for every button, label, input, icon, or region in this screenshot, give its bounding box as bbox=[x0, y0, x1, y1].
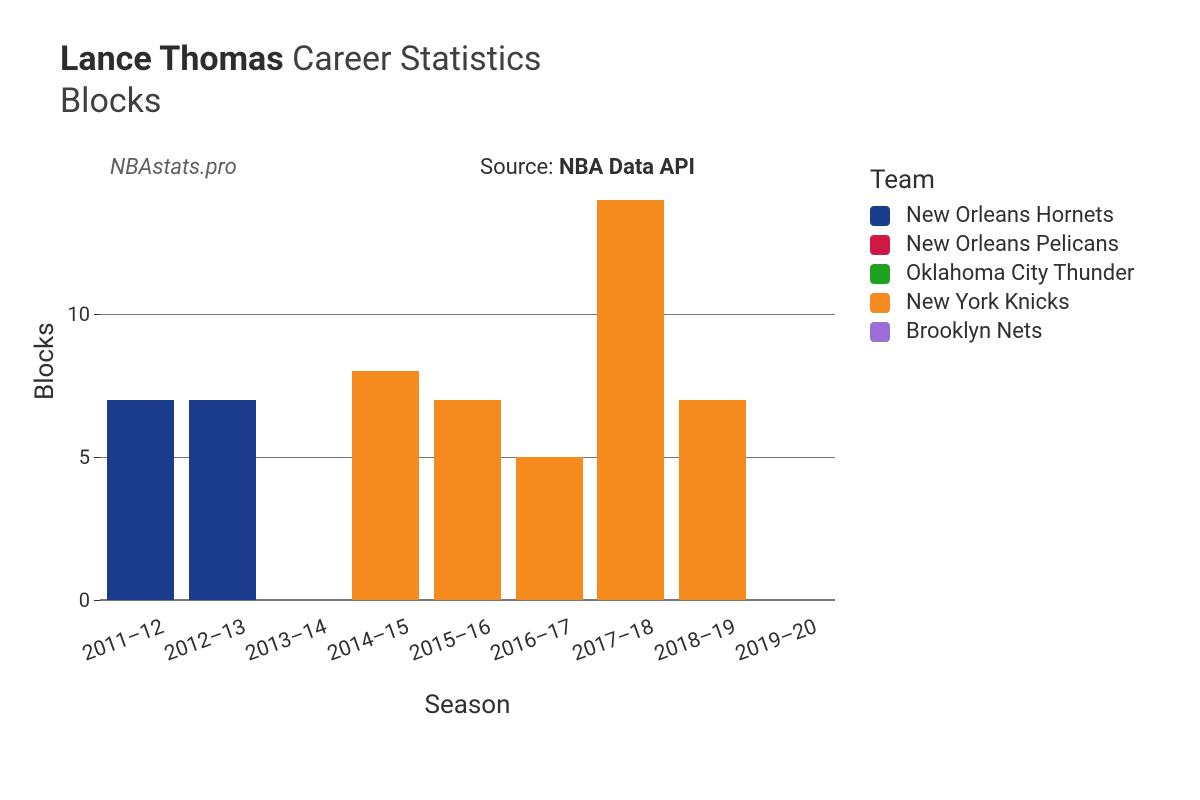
source-value: NBA Data API bbox=[559, 155, 695, 180]
bar bbox=[679, 400, 746, 600]
gridline bbox=[100, 600, 835, 601]
x-tick-label: 2015–16 bbox=[406, 615, 494, 666]
plot-area bbox=[100, 200, 835, 600]
source-prefix: Source: bbox=[480, 155, 559, 180]
legend-swatch bbox=[870, 206, 890, 226]
legend-item: Brooklyn Nets bbox=[870, 319, 1134, 344]
y-tick-label: 10 bbox=[40, 302, 90, 326]
x-tick-label: 2019–20 bbox=[733, 615, 821, 666]
legend-swatch bbox=[870, 322, 890, 342]
legend-label: New Orleans Pelicans bbox=[906, 232, 1119, 257]
legend-item: Oklahoma City Thunder bbox=[870, 261, 1134, 286]
legend-label: New York Knicks bbox=[906, 290, 1070, 315]
y-tick-mark bbox=[94, 314, 100, 315]
site-credit: NBAstats.pro bbox=[110, 155, 237, 180]
bar bbox=[107, 400, 174, 600]
legend-item: New Orleans Pelicans bbox=[870, 232, 1134, 257]
y-tick-mark bbox=[94, 600, 100, 601]
x-tick-label: 2016–17 bbox=[488, 615, 576, 666]
legend-swatch bbox=[870, 293, 890, 313]
legend-item: New Orleans Hornets bbox=[870, 203, 1134, 228]
chart-title: Lance Thomas Career Statistics bbox=[60, 38, 541, 81]
legend-item: New York Knicks bbox=[870, 290, 1134, 315]
y-tick-label: 0 bbox=[40, 588, 90, 612]
y-tick-label: 5 bbox=[40, 445, 90, 469]
chart-root: Lance Thomas Career Statistics Blocks NB… bbox=[0, 0, 1200, 800]
bar bbox=[434, 400, 501, 600]
legend-label: Brooklyn Nets bbox=[906, 319, 1042, 344]
title-player: Lance Thomas bbox=[60, 39, 284, 79]
chart-subtitle: Blocks bbox=[60, 81, 541, 121]
x-tick-label: 2017–18 bbox=[569, 615, 657, 666]
legend-label: New Orleans Hornets bbox=[906, 203, 1114, 228]
legend-swatch bbox=[870, 264, 890, 284]
legend-title: Team bbox=[870, 165, 1134, 195]
bar bbox=[597, 200, 664, 600]
legend-swatch bbox=[870, 235, 890, 255]
title-area: Lance Thomas Career Statistics Blocks bbox=[60, 38, 541, 121]
x-tick-label: 2012–13 bbox=[161, 615, 249, 666]
y-tick-mark bbox=[94, 457, 100, 458]
x-tick-label: 2018–19 bbox=[651, 615, 739, 666]
y-axis-title: Blocks bbox=[30, 322, 60, 400]
legend: Team New Orleans Hornets New Orleans Peli… bbox=[870, 165, 1134, 348]
bar bbox=[352, 371, 419, 600]
bar bbox=[189, 400, 256, 600]
legend-label: Oklahoma City Thunder bbox=[906, 261, 1134, 286]
x-tick-labels: 2011–122012–132013–142014–152015–162016–… bbox=[100, 605, 835, 665]
x-tick-label: 2013–14 bbox=[243, 615, 331, 666]
x-tick-label: 2011–12 bbox=[79, 615, 167, 666]
title-rest: Career Statistics bbox=[292, 39, 541, 79]
x-tick-label: 2014–15 bbox=[324, 615, 412, 666]
source-line: Source: NBA Data API bbox=[480, 155, 695, 180]
bar bbox=[516, 457, 583, 600]
x-axis-title: Season bbox=[100, 690, 835, 720]
gridline bbox=[100, 314, 835, 315]
